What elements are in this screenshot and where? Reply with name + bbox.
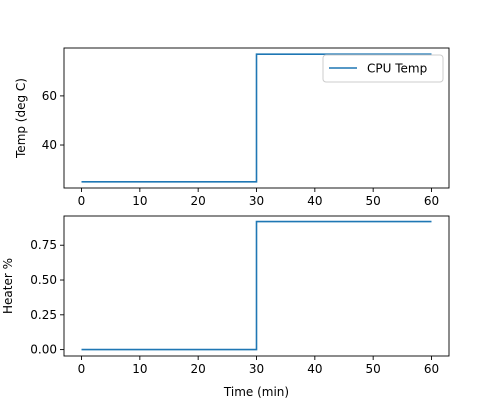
x-tick-label: 30	[249, 362, 264, 376]
x-axis-label: Time (min)	[223, 385, 289, 399]
y-tick-label: 0.00	[30, 343, 57, 357]
x-tick-label: 60	[424, 194, 439, 208]
x-tick-label: 30	[249, 194, 264, 208]
legend-label: CPU Temp	[367, 62, 427, 76]
series-line-1	[81, 220, 432, 351]
y-tick-label: 60	[42, 89, 57, 103]
series-line-1	[81, 53, 432, 183]
x-tick-label: 10	[132, 362, 147, 376]
x-tick-label: 10	[132, 194, 147, 208]
x-tick-label: 20	[191, 194, 206, 208]
x-tick-label: 60	[424, 362, 439, 376]
legend-box	[322, 54, 444, 83]
y-axis-label: Temp (deg C)	[14, 78, 28, 159]
x-tick-label: 50	[366, 194, 381, 208]
y-axis-label: Heater %	[1, 258, 15, 314]
y-tick-label: 0.75	[30, 238, 57, 252]
x-tick-label: 40	[307, 362, 322, 376]
x-tick-label: 40	[307, 194, 322, 208]
temperature-subplot: 0 10 20 30 40 50 60 40 60 Temp (deg C) CPU Temp	[14, 47, 450, 208]
x-tick-label: 50	[366, 362, 381, 376]
x-tick-label: 20	[191, 362, 206, 376]
x-tick-label: 0	[78, 194, 86, 208]
y-tick-label: 0.25	[30, 308, 57, 322]
heater-subplot: 0 10 20 30 40 50 60 0.00 0.25 0.50 0.75 Heater % Tim…	[1, 215, 450, 399]
y-tick-label: 0.50	[30, 273, 57, 287]
legend: CPU Temp	[322, 54, 444, 83]
y-tick-label: 40	[42, 138, 57, 152]
x-tick-label: 0	[78, 362, 86, 376]
